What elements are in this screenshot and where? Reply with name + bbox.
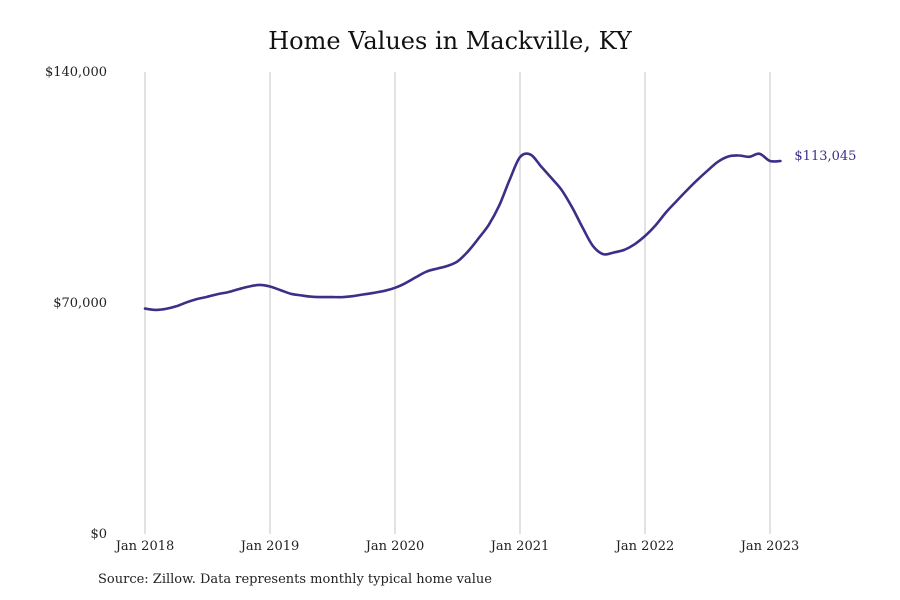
data-point	[394, 287, 396, 289]
data-point	[300, 294, 302, 296]
data-point	[384, 290, 386, 292]
data-point	[769, 160, 771, 162]
x-tick-label: Jan 2022	[614, 539, 675, 554]
data-point	[717, 161, 719, 163]
x-tick-label: Jan 2023	[739, 539, 800, 554]
y-tick-label: $70,000	[53, 296, 107, 311]
data-point	[488, 224, 490, 226]
chart-title: Home Values in Mackville, KY	[268, 27, 632, 55]
data-point	[352, 295, 354, 297]
data-point	[759, 153, 761, 155]
data-point	[238, 288, 240, 290]
data-point	[644, 235, 646, 237]
data-point	[665, 212, 667, 214]
data-point	[467, 251, 469, 253]
data-point	[738, 155, 740, 157]
data-point	[540, 165, 542, 167]
data-point	[144, 308, 146, 310]
data-point	[623, 249, 625, 251]
axis-labels: Jan 2018 Jan 2019 Jan 2020 Jan 2021 Jan 2022…	[45, 65, 799, 554]
data-point	[227, 291, 229, 293]
data-point	[217, 293, 219, 295]
data-point	[498, 205, 500, 207]
x-tick-label: Jan 2018	[114, 539, 175, 554]
data-point	[342, 296, 344, 298]
data-point	[196, 298, 198, 300]
data-point	[290, 293, 292, 295]
gridlines	[144, 72, 771, 534]
data-point	[457, 260, 459, 262]
y-tick-label: $140,000	[45, 65, 107, 80]
data-point	[207, 296, 209, 298]
data-point	[571, 206, 573, 208]
data-point	[582, 226, 584, 228]
data-point	[550, 177, 552, 179]
data-point	[363, 293, 365, 295]
data-point	[404, 282, 406, 284]
data-point	[259, 284, 261, 286]
data-point	[529, 154, 531, 156]
data-point	[311, 296, 313, 298]
data-point	[175, 305, 177, 307]
data-point	[686, 190, 688, 192]
data-point	[248, 286, 250, 288]
data-point	[373, 292, 375, 294]
data-point	[279, 289, 281, 291]
data-point	[707, 170, 709, 172]
series-layer	[143, 152, 782, 312]
data-point	[436, 268, 438, 270]
data-point	[748, 156, 750, 158]
data-point	[509, 179, 511, 181]
data-point	[154, 309, 156, 311]
data-point	[634, 243, 636, 245]
data-point	[165, 308, 167, 310]
data-point	[477, 238, 479, 240]
data-point	[321, 296, 323, 298]
annotation-layer: $113,045	[794, 149, 856, 164]
home-value-line	[143, 152, 782, 312]
y-tick-label: $0	[90, 527, 107, 542]
data-point	[446, 265, 448, 267]
x-tick-label: Jan 2021	[489, 539, 550, 554]
data-point	[696, 179, 698, 181]
x-tick-label: Jan 2020	[364, 539, 425, 554]
data-point	[519, 156, 521, 158]
data-point	[186, 301, 188, 303]
data-point	[332, 296, 334, 298]
data-point	[592, 245, 594, 247]
data-point	[425, 271, 427, 273]
data-point	[602, 253, 604, 255]
data-point	[561, 189, 563, 191]
data-point	[654, 225, 656, 227]
data-point	[727, 156, 729, 158]
x-tick-label: Jan 2019	[239, 539, 300, 554]
end-value-label: $113,045	[794, 149, 856, 164]
data-point	[675, 200, 677, 202]
data-point	[415, 276, 417, 278]
source-note: Source: Zillow. Data represents monthly …	[98, 572, 492, 587]
data-point	[269, 286, 271, 288]
data-point	[779, 160, 781, 162]
data-point	[613, 252, 615, 254]
